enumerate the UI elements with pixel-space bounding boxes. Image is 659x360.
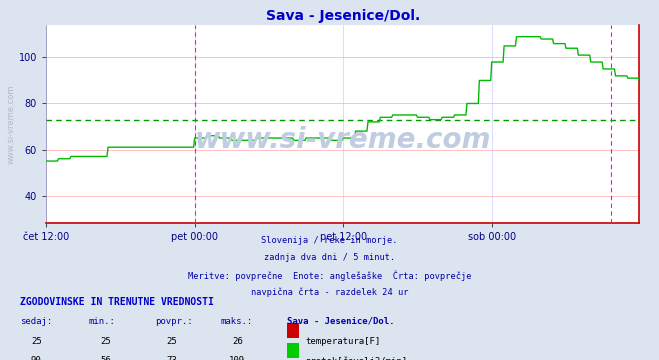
Text: min.:: min.:: [89, 317, 116, 326]
Text: maks.:: maks.:: [221, 317, 253, 326]
Text: 26: 26: [232, 337, 243, 346]
Text: 56: 56: [100, 356, 111, 360]
Text: sedaj:: sedaj:: [20, 317, 52, 326]
Text: 109: 109: [229, 356, 245, 360]
Text: Slovenija / reke in morje.: Slovenija / reke in morje.: [261, 236, 398, 245]
Y-axis label: www.si-vreme.com: www.si-vreme.com: [7, 85, 16, 164]
Text: Sava - Jesenice/Dol.: Sava - Jesenice/Dol.: [287, 317, 394, 326]
Text: 25: 25: [166, 337, 177, 346]
Text: Meritve: povprečne  Enote: anglešaške  Črta: povprečje: Meritve: povprečne Enote: anglešaške Črt…: [188, 270, 471, 281]
Text: zadnja dva dni / 5 minut.: zadnja dva dni / 5 minut.: [264, 253, 395, 262]
Text: 25: 25: [31, 337, 42, 346]
Text: 73: 73: [166, 356, 177, 360]
Title: Sava - Jesenice/Dol.: Sava - Jesenice/Dol.: [266, 9, 420, 23]
Text: www.si-vreme.com: www.si-vreme.com: [194, 126, 491, 154]
Text: navpična črta - razdelek 24 ur: navpična črta - razdelek 24 ur: [251, 288, 408, 297]
Text: 90: 90: [31, 356, 42, 360]
Text: povpr.:: povpr.:: [155, 317, 192, 326]
Text: temperatura[F]: temperatura[F]: [305, 337, 380, 346]
Text: ZGODOVINSKE IN TRENUTNE VREDNOSTI: ZGODOVINSKE IN TRENUTNE VREDNOSTI: [20, 297, 214, 307]
Text: pretok[čevelj3/min]: pretok[čevelj3/min]: [305, 356, 407, 360]
Text: 25: 25: [100, 337, 111, 346]
